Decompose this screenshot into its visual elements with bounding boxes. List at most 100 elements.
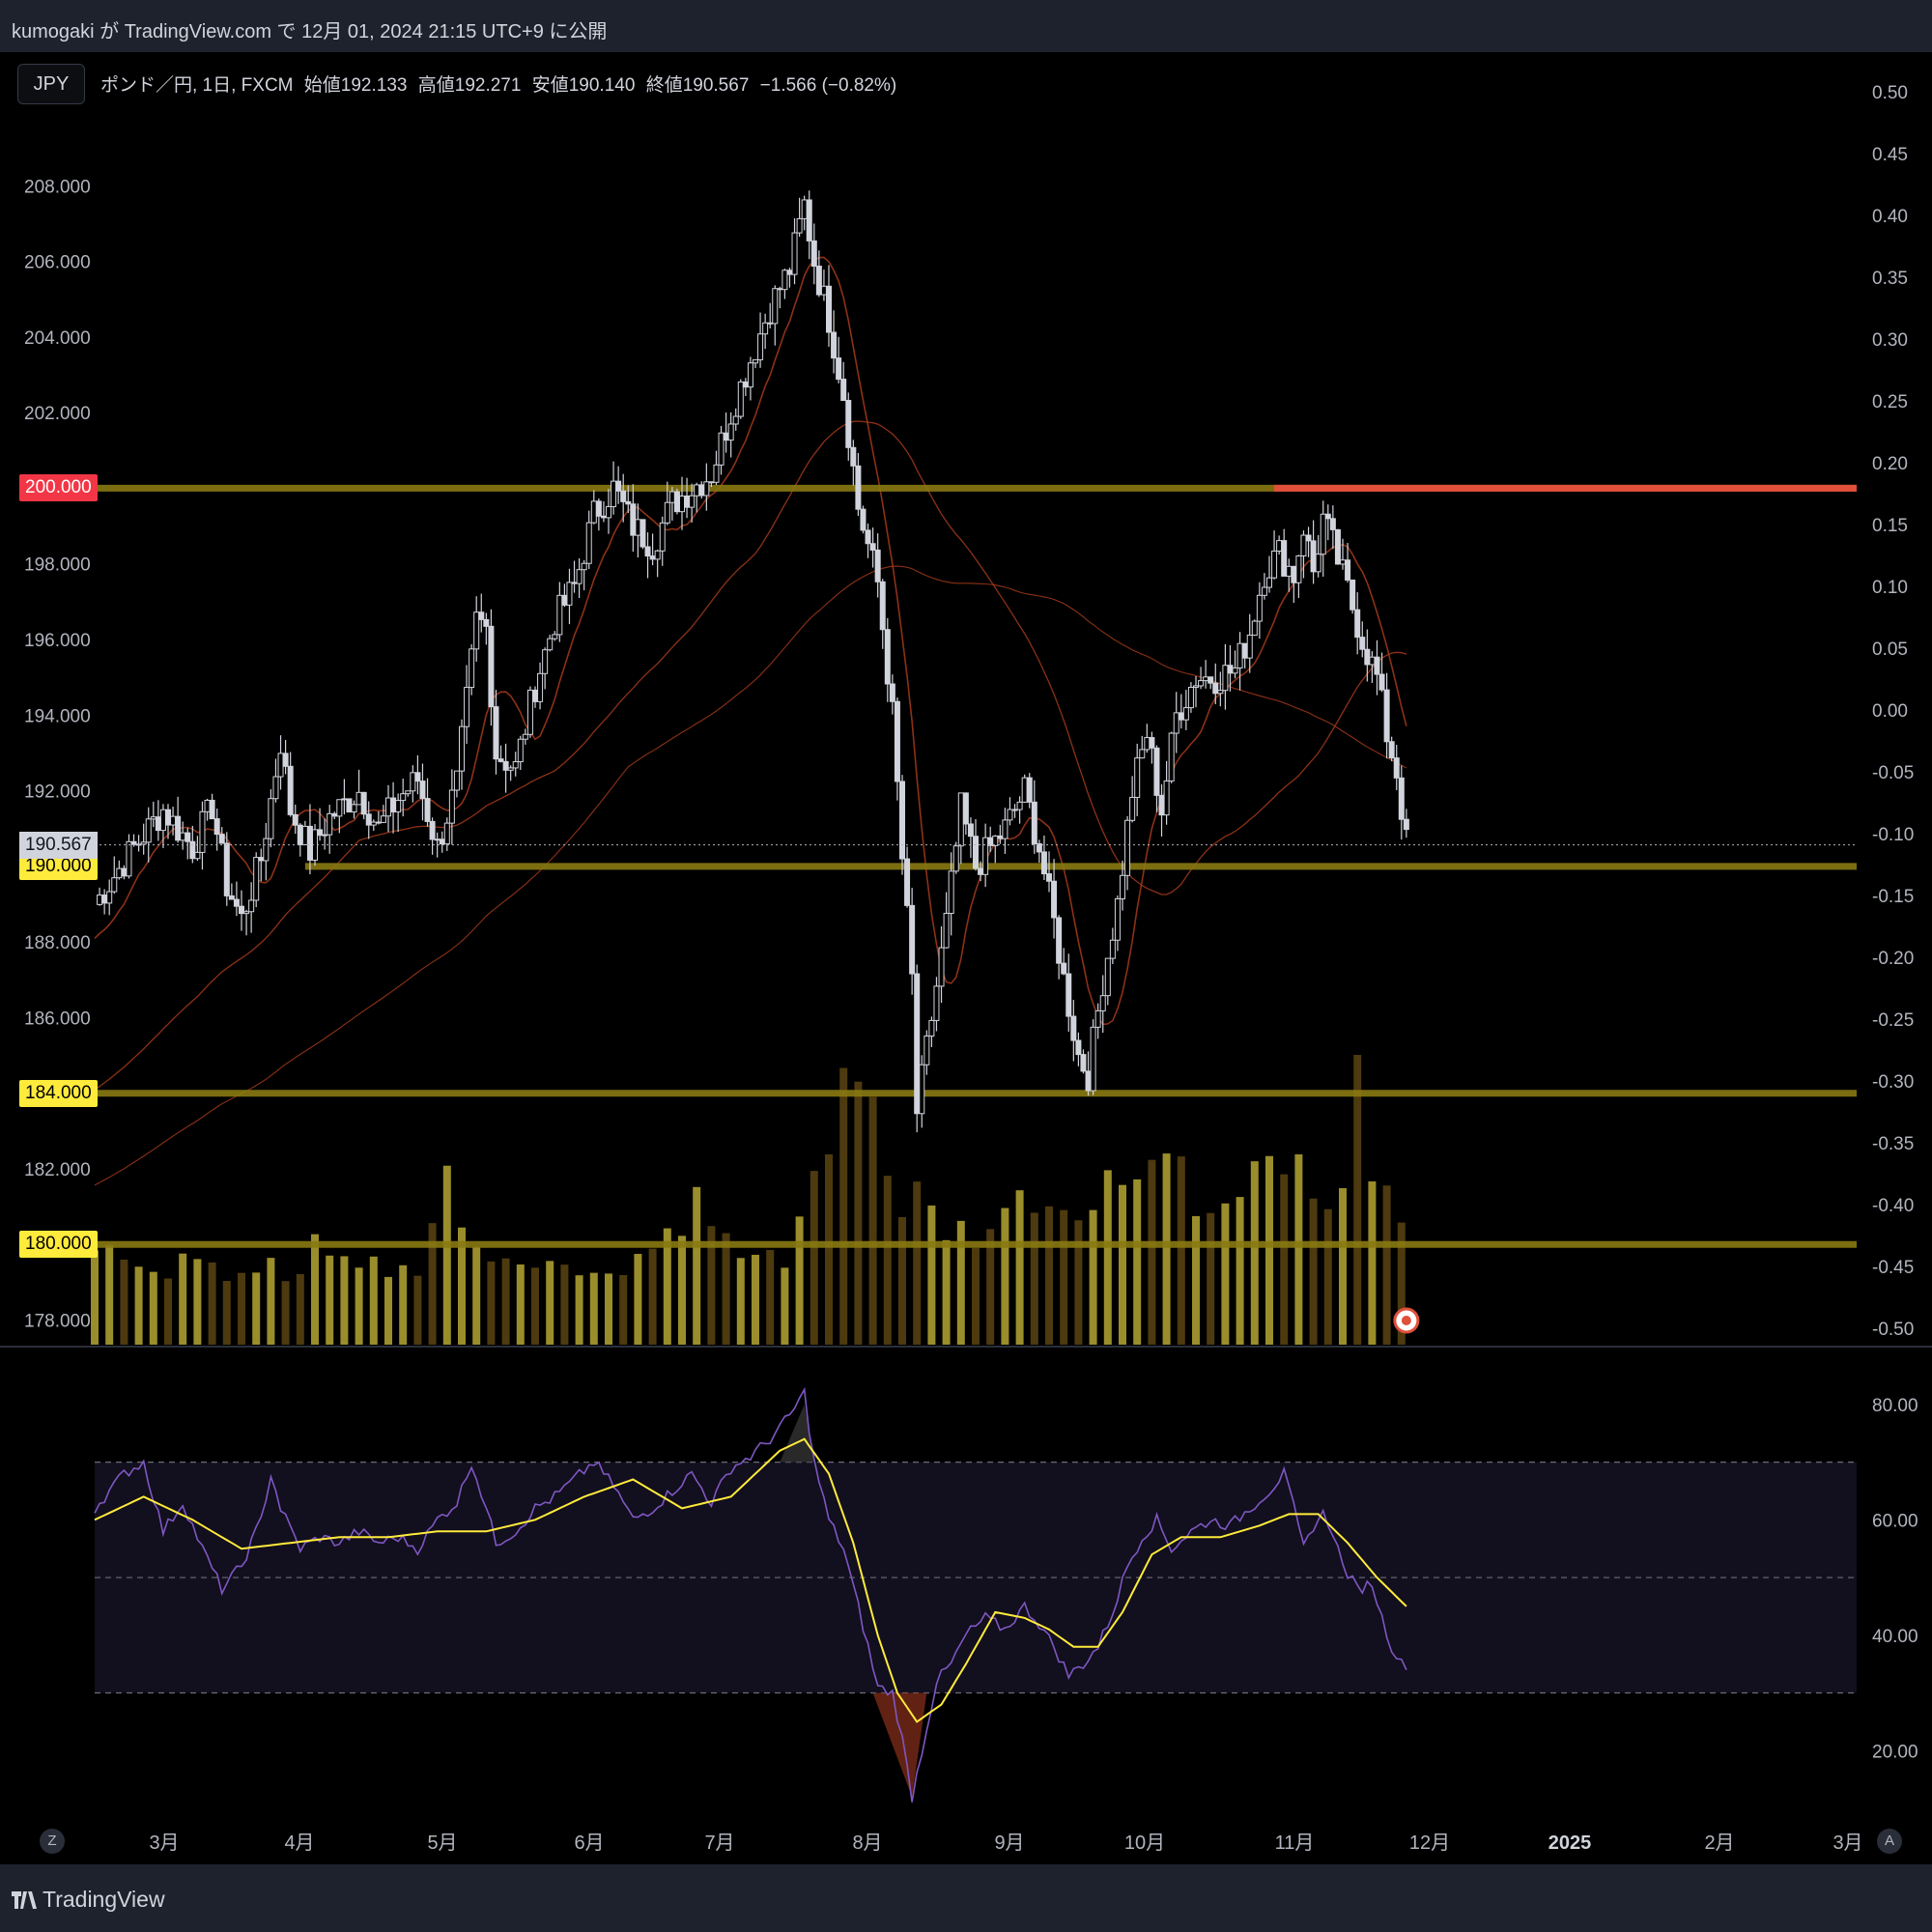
candle-body xyxy=(331,812,338,817)
candle-body xyxy=(914,973,921,1115)
percent-tick-label: -0.40 xyxy=(1872,1196,1914,1216)
volume-bar xyxy=(1339,1187,1347,1345)
candle-body xyxy=(694,484,700,497)
price-tick-label: 186.000 xyxy=(24,1009,91,1029)
auto-scale-button[interactable]: A xyxy=(1877,1829,1902,1854)
volume-bar xyxy=(208,1262,216,1345)
legend-pair[interactable]: ポンド／円, 1日, FXCM xyxy=(100,75,294,96)
candle-body xyxy=(507,767,514,771)
candle-body xyxy=(1241,642,1248,659)
candle-body xyxy=(218,834,225,844)
candle-body xyxy=(620,490,627,502)
volume-bar xyxy=(1133,1179,1142,1345)
volume-bar xyxy=(1368,1181,1377,1345)
volume-bar xyxy=(707,1226,716,1345)
volume-bar xyxy=(413,1275,422,1345)
candle-body xyxy=(204,799,211,812)
price-tick-label: 194.000 xyxy=(24,706,91,726)
candle-body xyxy=(1163,780,1170,816)
brand[interactable]: TradingView xyxy=(12,1887,165,1913)
volume-bar xyxy=(164,1278,172,1345)
candle-body xyxy=(355,791,362,806)
candle-body xyxy=(689,495,696,508)
candle-body xyxy=(635,519,641,536)
candle-body xyxy=(1124,819,1131,876)
candle-body xyxy=(708,481,715,484)
percent-tick-label: -0.05 xyxy=(1872,763,1914,783)
z-button[interactable]: Z xyxy=(40,1829,65,1854)
volume-bar xyxy=(1148,1159,1156,1345)
rsi-tick-label: 60.00 xyxy=(1872,1511,1918,1531)
percent-tick-label: -0.25 xyxy=(1872,1010,1914,1031)
volume-bar xyxy=(546,1261,554,1345)
candle-body xyxy=(923,1035,930,1065)
candle-body xyxy=(106,891,113,904)
volume-bar xyxy=(1309,1198,1318,1345)
volume-bar xyxy=(1294,1154,1303,1345)
volume-bar xyxy=(399,1264,408,1345)
percent-tick-label: -0.15 xyxy=(1872,887,1914,907)
candle-body xyxy=(414,772,421,782)
candle-body xyxy=(1212,682,1219,695)
candle-body xyxy=(140,841,147,845)
volume-bar xyxy=(179,1253,187,1345)
volume-bar xyxy=(956,1220,965,1345)
top-bar: kumogaki が TradingView.com で 12月 01, 202… xyxy=(0,0,1932,52)
candle-body xyxy=(718,432,724,466)
candle-body xyxy=(855,465,862,510)
candle-body xyxy=(175,815,182,841)
symbol-search-button[interactable]: JPY xyxy=(17,64,85,104)
candle-body xyxy=(1080,1054,1087,1072)
candle-body xyxy=(1061,962,1067,975)
candle-body xyxy=(860,508,867,531)
percent-tick-label: 0.10 xyxy=(1872,578,1908,598)
candle-body xyxy=(590,500,597,524)
candle-body xyxy=(199,810,206,853)
candle-body xyxy=(552,634,558,639)
volume-bar xyxy=(1074,1220,1083,1345)
candle-body xyxy=(815,266,822,296)
candle-body xyxy=(1369,656,1376,666)
volume-bar xyxy=(825,1154,833,1345)
candle-body xyxy=(869,543,876,551)
publish-info: kumogaki が TradingView.com で 12月 01, 202… xyxy=(12,21,608,43)
candle-body xyxy=(625,500,632,505)
rsi-band xyxy=(95,1462,1857,1693)
volume-bar xyxy=(619,1274,628,1345)
price-tick-label: 198.000 xyxy=(24,555,91,576)
candle-body xyxy=(1065,973,1072,1017)
chart-area[interactable]: 208.000 206.000 204.000 202.000 198.000 196.0… xyxy=(0,52,1932,1864)
last-price-tag: 190.567 xyxy=(19,831,98,859)
candle-body xyxy=(762,322,769,335)
volume-bar xyxy=(134,1266,143,1345)
candle-body xyxy=(742,381,749,388)
candle-body xyxy=(1374,656,1380,675)
candle-body xyxy=(948,870,954,914)
candle-body xyxy=(170,815,177,826)
candle-body xyxy=(272,776,279,800)
volume-bar xyxy=(589,1272,598,1345)
volume-bar xyxy=(516,1264,525,1345)
candle-body xyxy=(1350,579,1356,611)
candle-body xyxy=(522,733,528,740)
volume-bar xyxy=(222,1280,231,1345)
candle-body xyxy=(239,905,244,915)
candle-body xyxy=(668,491,675,503)
candle-body xyxy=(1320,513,1326,555)
volume-bar xyxy=(531,1267,539,1345)
candle-body xyxy=(571,582,578,584)
candle-body xyxy=(165,809,171,826)
candle-body xyxy=(874,549,881,582)
candle-body xyxy=(1383,689,1390,743)
volume-bar xyxy=(311,1234,319,1345)
candle-body xyxy=(978,867,984,875)
chart-canvas[interactable]: 208.000 206.000 204.000 202.000 198.000 196.0… xyxy=(0,52,1932,1864)
candle-body xyxy=(777,288,783,291)
candle-body xyxy=(1281,540,1288,577)
candle-body xyxy=(1120,874,1125,899)
candle-body xyxy=(987,837,994,846)
volume-bar xyxy=(1221,1203,1230,1345)
candle-body xyxy=(1002,819,1009,839)
candle-body xyxy=(698,484,705,497)
candle-body xyxy=(1393,757,1400,779)
